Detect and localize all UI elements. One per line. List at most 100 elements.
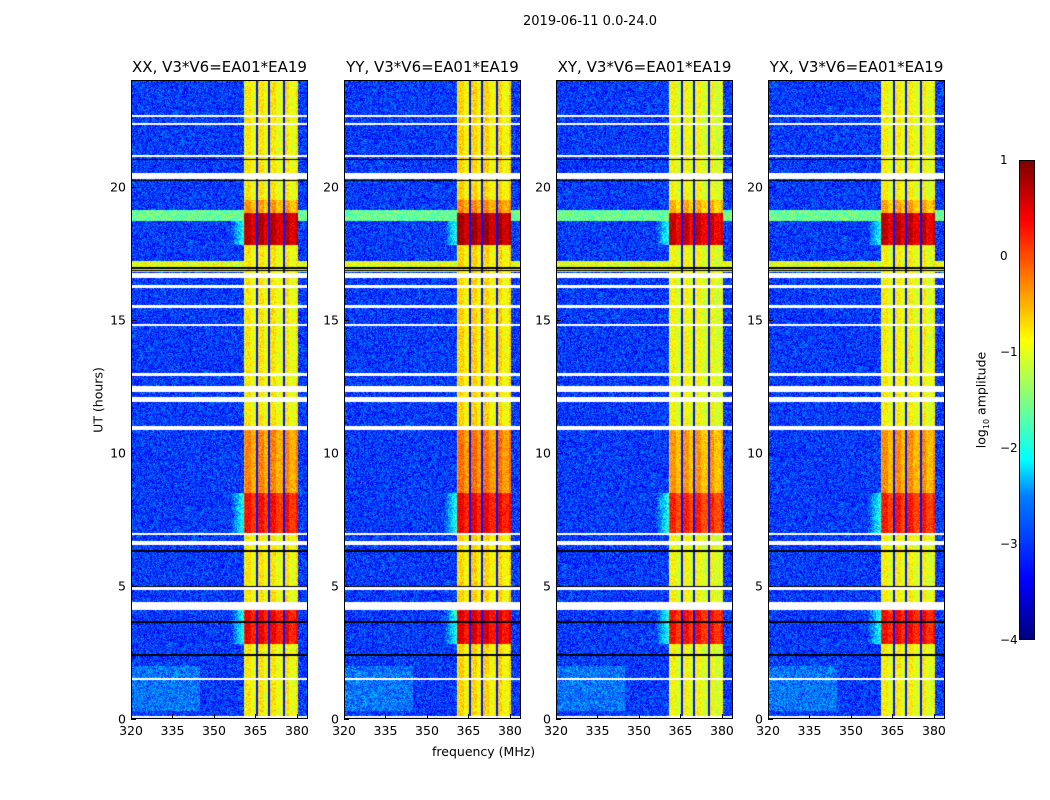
x-tick-mark (721, 714, 723, 719)
panel-title: XY, V3*V6=EA01*EA19 (557, 58, 732, 76)
y-tick-label: 5 (331, 578, 339, 594)
spectrogram-panel: YY, V3*V6=EA01*EA19 0 5 10 15 20 320 335 350 365 3… (323, 58, 522, 738)
x-tick-label: 365 (456, 723, 481, 738)
colorbar (1019, 160, 1035, 640)
x-tick-mark (597, 714, 599, 719)
spectrogram-panel: XY, V3*V6=EA01*EA19 0 5 10 15 20 320 335 350 365 3… (535, 58, 734, 738)
y-tick-mark (768, 186, 773, 188)
x-tick-mark (638, 714, 640, 719)
y-tick-mark (768, 319, 773, 321)
x-tick-label: 335 (585, 723, 610, 738)
panel-title: XX, V3*V6=EA01*EA19 (132, 58, 307, 76)
y-tick-mark (768, 585, 773, 587)
y-tick-mark (344, 186, 349, 188)
x-axis-label: frequency (MHz) (432, 744, 536, 759)
y-tick-mark (768, 719, 773, 720)
x-tick-label: 380 (922, 723, 946, 738)
colorbar-tick-label: 1 (1000, 153, 1008, 167)
x-tick-mark (213, 714, 215, 719)
y-tick-label: 20 (747, 179, 763, 194)
y-tick-mark (344, 452, 349, 454)
y-tick-label: 0 (755, 711, 763, 727)
x-tick-mark (933, 714, 935, 719)
y-tick-label: 0 (331, 711, 339, 727)
y-tick-label: 10 (535, 445, 551, 461)
y-tick-mark (131, 319, 136, 321)
y-tick-mark (344, 719, 349, 720)
panel-title: YX, V3*V6=EA01*EA19 (769, 58, 944, 76)
x-tick-mark (255, 714, 257, 719)
y-tick-mark (131, 186, 136, 188)
x-tick-label: 320 (756, 723, 780, 738)
heatmap-image (344, 80, 521, 719)
x-tick-mark (809, 714, 811, 719)
x-tick-mark (131, 714, 132, 719)
x-tick-label: 365 (668, 723, 693, 738)
figure-title: 2019-06-11 0.0-24.0 (523, 14, 657, 29)
y-tick-mark (556, 452, 561, 454)
x-tick-mark (556, 714, 557, 719)
x-tick-label: 335 (160, 723, 185, 738)
x-tick-mark (680, 714, 682, 719)
x-tick-label: 350 (627, 723, 651, 738)
x-tick-label: 335 (797, 723, 822, 738)
y-tick-label: 20 (323, 179, 339, 194)
x-tick-mark (296, 714, 298, 719)
colorbar-tick-label: −1 (1000, 345, 1018, 359)
x-tick-mark (172, 714, 174, 719)
y-tick-label: 0 (543, 711, 551, 727)
y-tick-mark (131, 452, 136, 454)
colorbar-label: log10 amplitude (973, 351, 991, 449)
colorbar-tick-label: −2 (1000, 441, 1018, 455)
x-tick-label: 380 (710, 723, 734, 738)
y-tick-mark (344, 585, 349, 587)
y-tick-label: 15 (323, 312, 339, 328)
colorbar-tick-label: −4 (1000, 633, 1018, 647)
y-tick-mark (131, 585, 136, 587)
x-tick-mark (509, 714, 511, 719)
y-tick-mark (344, 319, 349, 321)
y-tick-mark (556, 719, 561, 720)
x-tick-label: 320 (332, 723, 356, 738)
y-tick-label: 10 (110, 445, 126, 461)
heatmap-image (556, 80, 733, 719)
x-tick-mark (426, 714, 428, 719)
y-tick-mark (131, 719, 136, 720)
colorbar-tick-label: 0 (1000, 249, 1008, 263)
panel-title: YY, V3*V6=EA01*EA19 (346, 58, 519, 76)
y-tick-mark (556, 186, 561, 188)
x-tick-label: 365 (243, 723, 268, 738)
axes-frame (556, 80, 733, 719)
heatmap-image (768, 80, 945, 719)
y-tick-label: 5 (543, 578, 551, 594)
x-tick-label: 320 (119, 723, 143, 738)
y-tick-label: 15 (110, 312, 126, 328)
y-tick-label: 15 (535, 312, 551, 328)
colorbar-tick-label: −3 (1000, 537, 1018, 551)
y-tick-mark (556, 585, 561, 587)
axes-frame (768, 80, 945, 719)
spectrogram-panel: XX, V3*V6=EA01*EA19 0 5 10 15 20 320 335 350 365 3… (110, 58, 309, 738)
y-tick-label: 5 (755, 578, 763, 594)
x-tick-mark (850, 714, 852, 719)
axes-frame (131, 80, 308, 719)
x-tick-mark (468, 714, 470, 719)
y-tick-label: 20 (110, 179, 126, 194)
x-tick-mark (892, 714, 894, 719)
x-tick-label: 350 (839, 723, 863, 738)
y-tick-label: 20 (535, 179, 551, 194)
axes-frame (344, 80, 521, 719)
y-tick-label: 10 (323, 445, 339, 461)
x-tick-mark (344, 714, 345, 719)
y-tick-label: 0 (118, 711, 126, 727)
x-tick-label: 350 (415, 723, 439, 738)
heatmap-image (131, 80, 308, 719)
x-tick-label: 350 (202, 723, 226, 738)
x-tick-label: 365 (880, 723, 905, 738)
y-tick-label: 10 (747, 445, 763, 461)
y-tick-label: 5 (118, 578, 126, 594)
y-tick-mark (556, 319, 561, 321)
y-axis-label: UT (hours) (90, 367, 106, 433)
y-tick-mark (768, 452, 773, 454)
